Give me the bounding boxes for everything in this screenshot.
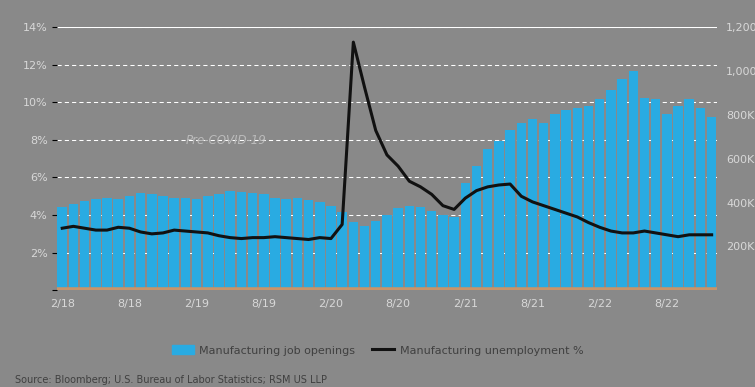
Bar — [214, 194, 223, 290]
Bar — [159, 195, 168, 290]
Bar — [516, 123, 526, 290]
Bar — [113, 199, 123, 290]
Bar — [528, 119, 538, 290]
Bar — [695, 108, 705, 290]
Bar — [147, 194, 156, 290]
Bar — [618, 79, 627, 290]
Text: Source: Bloomberg; U.S. Bureau of Labor Statistics; RSM US LLP: Source: Bloomberg; U.S. Bureau of Labor … — [15, 375, 327, 385]
Bar — [572, 108, 582, 290]
Bar — [169, 198, 179, 290]
Bar — [438, 215, 448, 290]
Bar — [304, 200, 313, 290]
Bar — [203, 196, 213, 290]
Text: Pre-COVID-19: Pre-COVID-19 — [186, 134, 267, 147]
Bar — [270, 198, 279, 290]
Bar — [495, 141, 504, 290]
Bar — [393, 208, 403, 290]
Bar — [427, 211, 436, 290]
Bar — [584, 106, 593, 290]
Bar — [405, 207, 414, 290]
Bar — [293, 198, 302, 290]
Bar — [259, 194, 269, 290]
Bar — [69, 204, 79, 290]
Bar — [472, 166, 481, 290]
Bar — [416, 207, 425, 290]
Bar — [662, 115, 672, 290]
Bar — [673, 106, 683, 290]
Bar — [91, 199, 100, 290]
Bar — [651, 99, 661, 290]
Bar — [707, 116, 716, 290]
Bar — [371, 221, 381, 290]
Bar — [192, 199, 202, 290]
Bar — [226, 191, 235, 290]
Bar — [606, 90, 615, 290]
Bar — [337, 212, 347, 290]
Bar — [483, 149, 492, 290]
Bar — [505, 130, 515, 290]
Bar — [561, 110, 571, 290]
Bar — [180, 198, 190, 290]
Bar — [349, 222, 358, 290]
Bar — [102, 198, 112, 290]
Bar — [382, 214, 392, 290]
Bar — [539, 123, 548, 290]
Bar — [80, 201, 89, 290]
Bar — [360, 226, 369, 290]
Bar — [326, 207, 336, 290]
Bar — [461, 183, 470, 290]
Bar — [550, 115, 559, 290]
Bar — [449, 217, 459, 290]
Bar — [639, 98, 649, 290]
Bar — [57, 207, 67, 290]
Bar — [628, 71, 638, 290]
Bar — [315, 202, 325, 290]
Bar — [595, 99, 605, 290]
Bar — [125, 195, 134, 290]
Bar — [282, 199, 291, 290]
Legend: Manufacturing job openings, Manufacturing unemployment %: Manufacturing job openings, Manufacturin… — [167, 341, 588, 360]
Bar — [136, 194, 146, 290]
Bar — [236, 192, 246, 290]
Bar — [685, 99, 694, 290]
Bar — [248, 194, 257, 290]
